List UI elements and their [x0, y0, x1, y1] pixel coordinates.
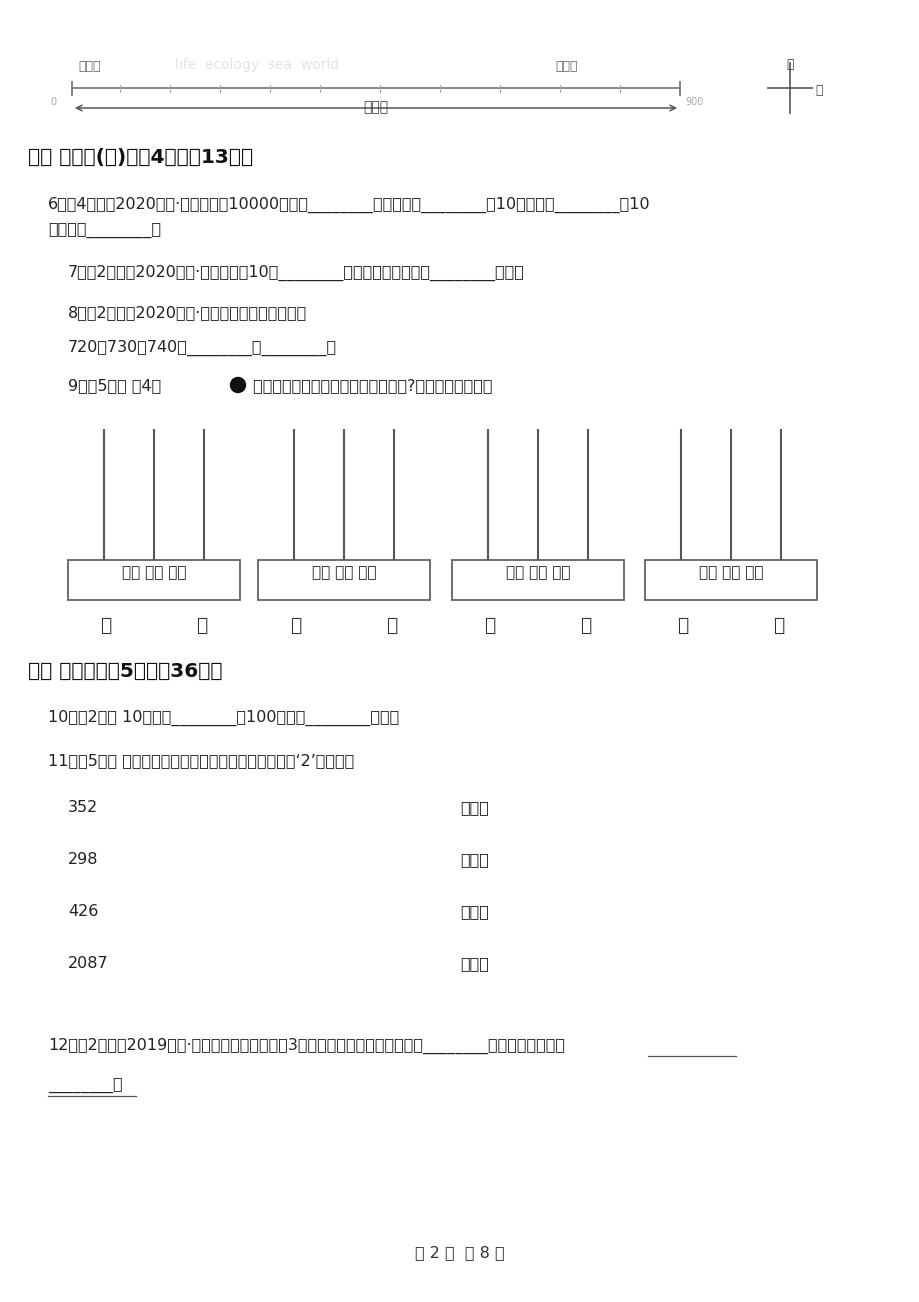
- Text: （: （: [483, 616, 495, 635]
- Text: ）: ）: [580, 616, 591, 635]
- Text: 百位 十位 个位: 百位 十位 个位: [121, 565, 186, 579]
- Text: ）: ）: [386, 616, 397, 635]
- Text: ）: ）: [773, 616, 784, 635]
- Text: 11．（5分） 先在算盘上拨一拨，再判断下面数字中的‘2’表什么。: 11．（5分） 先在算盘上拨一拨，再判断下面数字中的‘2’表什么。: [48, 753, 354, 768]
- Bar: [257, 560, 429, 600]
- Text: （: （: [676, 616, 687, 635]
- Bar: [68, 560, 240, 600]
- Text: 352: 352: [68, 799, 98, 815]
- Text: 2087: 2087: [68, 956, 108, 971]
- Text: 百位 十位 个位: 百位 十位 个位: [698, 565, 763, 579]
- Text: 第 2 页  共 8 页: 第 2 页 共 8 页: [414, 1245, 505, 1260]
- Text: life  ecology  sea  world: life ecology sea world: [175, 59, 339, 72]
- Text: 两个一: 两个一: [460, 904, 488, 919]
- Text: 两个千: 两个千: [460, 799, 488, 815]
- Bar: [451, 560, 623, 600]
- Text: 298: 298: [68, 852, 98, 867]
- Text: 6．（4分）（2020二下·英山期末）10000是一个________位数，读作________。10个一百是________，10: 6．（4分）（2020二下·英山期末）10000是一个________位数，读作…: [48, 197, 650, 214]
- Text: 900: 900: [685, 98, 703, 107]
- Text: 个一千是________。: 个一千是________。: [48, 223, 161, 238]
- Text: 0: 0: [50, 98, 56, 107]
- Text: ________。: ________。: [48, 1078, 122, 1094]
- Text: 二、 数一数(二)（兲4题；內13分）: 二、 数一数(二)（兲4题；內13分）: [28, 148, 253, 167]
- Text: 海贝馆: 海贝馆: [554, 60, 577, 73]
- Text: 426: 426: [68, 904, 98, 919]
- Text: ）: ）: [197, 616, 208, 635]
- Text: （: （: [100, 616, 111, 635]
- Text: 9．（5分） 用4颗: 9．（5分） 用4颗: [68, 378, 161, 393]
- Text: 东: 东: [814, 85, 822, 98]
- Text: 海龟岛: 海龟岛: [78, 60, 100, 73]
- Circle shape: [231, 378, 245, 392]
- Bar: [644, 560, 816, 600]
- Text: 两个百: 两个百: [460, 852, 488, 867]
- Text: 九百米: 九百米: [363, 100, 388, 115]
- Text: 10．（2分） 10个十是________，100里面有________个一。: 10．（2分） 10个十是________，100里面有________个一。: [48, 710, 399, 727]
- Text: 北: 北: [786, 59, 793, 72]
- Text: 12．（2分）（2019二下·苏州期末）在算盘上用3个算珠表示出最小的三位数是________，最大的四位数是: 12．（2分）（2019二下·苏州期末）在算盘上用3个算珠表示出最小的三位数是_…: [48, 1038, 564, 1055]
- Text: 7．（2分）（2020二下·会宁期中）10个________是一万；一千里面有________个百。: 7．（2分）（2020二下·会宁期中）10个________是一万；一千里面有_…: [68, 266, 525, 281]
- Text: 在计数器上分别可以表示哪些两位数?画一画，写一写。: 在计数器上分别可以表示哪些两位数?画一画，写一写。: [248, 378, 492, 393]
- Text: 720，730，740，________，________。: 720，730，740，________，________。: [68, 340, 336, 357]
- Text: 两个十: 两个十: [460, 956, 488, 971]
- Text: （: （: [289, 616, 301, 635]
- Text: 百位 十位 个位: 百位 十位 个位: [312, 565, 376, 579]
- Text: 三、 拨一拨（兲5题；內36分）: 三、 拨一拨（兲5题；內36分）: [28, 661, 222, 681]
- Text: 百位 十位 个位: 百位 十位 个位: [505, 565, 570, 579]
- Text: 8．（2分）（2020二下·丰润期末）按规律填空。: 8．（2分）（2020二下·丰润期末）按规律填空。: [68, 305, 307, 320]
